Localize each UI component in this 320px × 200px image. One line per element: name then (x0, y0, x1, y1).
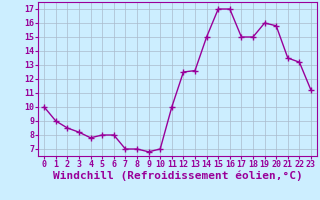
X-axis label: Windchill (Refroidissement éolien,°C): Windchill (Refroidissement éolien,°C) (53, 171, 302, 181)
